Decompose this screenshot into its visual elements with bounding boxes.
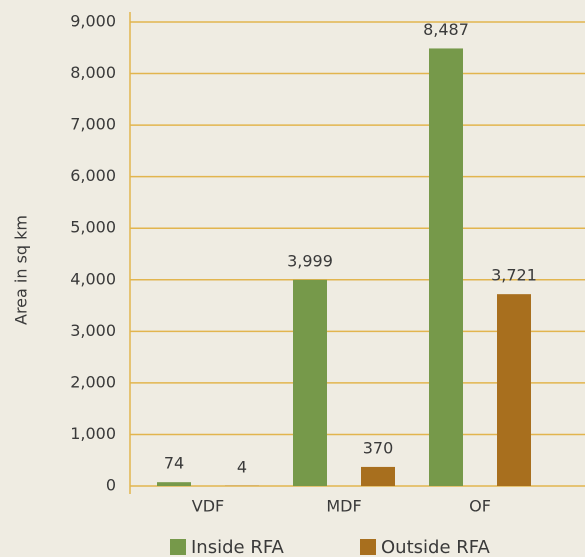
value-label: 3,721: [491, 266, 537, 285]
value-label: 74: [164, 454, 184, 473]
x-tick-label: OF: [469, 497, 491, 516]
value-label: 8,487: [423, 20, 469, 39]
bar: [361, 467, 395, 486]
y-tick-label: 8,000: [70, 63, 116, 82]
y-tick-label: 3,000: [70, 321, 116, 340]
x-tick-label: MDF: [326, 497, 361, 516]
bar: [157, 482, 191, 486]
bar: [429, 48, 463, 486]
y-tick-label: 9,000: [70, 12, 116, 31]
legend-swatch: [170, 539, 186, 555]
bar: [293, 280, 327, 486]
legend-label: Inside RFA: [191, 537, 285, 557]
y-tick-label: 5,000: [70, 218, 116, 237]
legend-label: Outside RFA: [381, 537, 490, 557]
y-tick-label: 7,000: [70, 115, 116, 134]
value-label: 3,999: [287, 251, 333, 270]
legend-swatch: [360, 539, 376, 555]
y-tick-label: 6,000: [70, 166, 116, 185]
bar: [497, 294, 531, 486]
chart: Area in sq km 0 1,000 2,000 3,000 4,000 5,000…: [0, 0, 585, 557]
value-label: 4: [237, 457, 247, 476]
y-axis-label: Area in sq km: [12, 215, 31, 325]
x-tick-label: VDF: [192, 497, 224, 516]
y-tick-label: 1,000: [70, 424, 116, 443]
y-tick-label: 2,000: [70, 372, 116, 391]
y-tick-label: 0: [106, 476, 116, 495]
value-label: 370: [363, 438, 394, 457]
y-tick-label: 4,000: [70, 269, 116, 288]
